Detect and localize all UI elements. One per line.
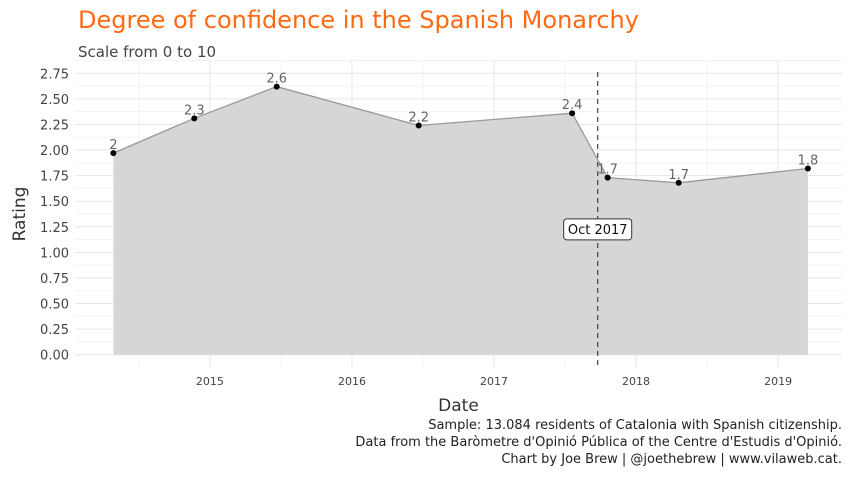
series-line [113, 85, 808, 184]
data-point [604, 174, 611, 181]
y-tick-label: 0.25 [40, 323, 69, 338]
data-label: 1.7 [668, 168, 689, 183]
y-tick-label: 2.25 [40, 118, 69, 133]
data-point [415, 122, 422, 129]
data-point [110, 150, 117, 157]
data-point [569, 110, 576, 117]
caption-line-2: Data from the Baròmetre d'Opinió Pública… [355, 435, 842, 450]
data-label: 1.7 [597, 163, 618, 178]
annotation-label: Oct 2017 [568, 223, 628, 238]
x-tick-label: 2019 [764, 375, 792, 388]
caption-line-1: Sample: 13.084 residents of Catalonia wi… [428, 418, 842, 433]
data-label: 1.8 [798, 153, 819, 168]
data-point [273, 83, 280, 90]
x-tick-label: 2017 [480, 375, 508, 388]
y-tick-label: 2.75 [40, 67, 69, 82]
y-tick-label: 0.50 [40, 298, 69, 313]
y-tick-label: 2.00 [40, 144, 69, 159]
x-axis-title: Date [438, 396, 479, 416]
data-label: 2.6 [266, 72, 287, 87]
x-tick-label: 2016 [338, 375, 366, 388]
y-tick-label: 1.25 [40, 221, 69, 236]
data-label: 2.4 [562, 98, 583, 113]
y-tick-label: 1.50 [40, 195, 69, 210]
y-tick-label: 1.75 [40, 170, 69, 185]
x-tick-label: 2018 [622, 375, 650, 388]
y-tick-label: 1.00 [40, 246, 69, 261]
y-axis-title: Rating [10, 187, 30, 242]
data-point [804, 165, 811, 172]
y-tick-label: 0.00 [40, 349, 69, 364]
y-tick-label: 2.50 [40, 93, 69, 108]
area-fill [113, 86, 808, 355]
chart-subtitle: Scale from 0 to 10 [78, 43, 217, 61]
data-label: 2.3 [184, 103, 205, 118]
annotation-box [563, 218, 633, 241]
chart-title: Degree of confidence in the Spanish Mona… [78, 6, 639, 34]
data-point [191, 115, 198, 122]
y-tick-label: 0.75 [40, 272, 69, 287]
data-point [675, 179, 682, 186]
caption-line-3: Chart by Joe Brew | @joethebrew | www.vi… [501, 452, 842, 467]
x-tick-label: 2015 [196, 375, 224, 388]
data-label: 2.2 [408, 110, 429, 125]
data-label: 2 [109, 138, 117, 153]
chart-caption: Sample: 13.084 residents of Catalonia wi… [355, 417, 842, 468]
